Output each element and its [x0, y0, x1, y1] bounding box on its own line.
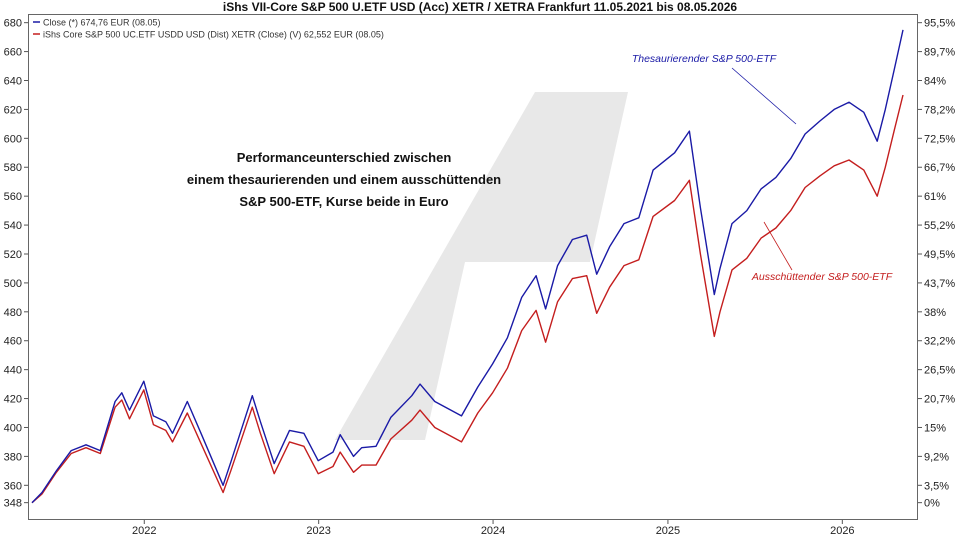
- left-tick-label: 560: [4, 191, 22, 203]
- legend: Close (*) 674,76 EUR (08.05) iShs Core S&…: [33, 18, 384, 40]
- dist-series-line: [31, 94, 904, 504]
- acc-series-label: Thesaurierender S&P 500-ETF: [632, 53, 777, 65]
- annotations: Performanceunterschied zwischen einem the…: [187, 53, 893, 283]
- legend-entry: Close (*) 674,76 EUR (08.05): [43, 18, 161, 28]
- left-tick-label: 520: [4, 249, 22, 261]
- left-tick-label: 640: [4, 76, 22, 88]
- annotation-text: Performanceunterschied zwischen: [237, 150, 452, 165]
- acc-label-pointer: [731, 67, 797, 125]
- right-tick-label: 95,5%: [924, 18, 955, 30]
- watermark-logo: [335, 92, 628, 440]
- left-tick-label: 360: [4, 480, 22, 492]
- right-tick-label: 3,5%: [924, 480, 949, 492]
- right-tick-label: 0%: [924, 498, 940, 510]
- right-tick-label: 89,7%: [924, 47, 955, 59]
- left-tick-label: 540: [4, 220, 22, 232]
- x-tick-label: 2023: [306, 525, 330, 537]
- right-y-axis: 0% 3,5% 9,2% 15% 20,7% 26,5% 32,2% 38% 43,7% 49,5…: [918, 18, 955, 510]
- left-y-axis: 348 360 380 400 420 440 460 480 500 520 540 560 580 6…: [4, 18, 28, 510]
- right-tick-label: 84%: [924, 76, 946, 88]
- right-tick-label: 15%: [924, 422, 946, 434]
- right-tick-label: 32,2%: [924, 336, 955, 348]
- right-tick-label: 26,5%: [924, 365, 955, 377]
- left-tick-label: 680: [4, 18, 22, 30]
- right-tick-label: 9,2%: [924, 451, 949, 463]
- right-tick-label: 43,7%: [924, 278, 955, 290]
- right-tick-label: 61%: [924, 191, 946, 203]
- annotation-text: einem thesaurierenden und einem ausschüt…: [187, 172, 501, 187]
- left-tick-label: 400: [4, 422, 22, 434]
- legend-entry: iShs Core S&P 500 UC.ETF USDD USD (Dist)…: [43, 30, 384, 40]
- x-tick-label: 2025: [656, 525, 680, 537]
- left-tick-label: 580: [4, 162, 22, 174]
- right-tick-label: 66,7%: [924, 162, 955, 174]
- watermark-shape: [335, 92, 628, 440]
- left-tick-label: 620: [4, 104, 22, 116]
- chart-title: iShs VII-Core S&P 500 U.ETF USD (Acc) XE…: [222, 0, 738, 14]
- acc-series-line: [31, 29, 904, 504]
- left-tick-label: 600: [4, 133, 22, 145]
- right-tick-label: 72,5%: [924, 133, 955, 145]
- right-tick-label: 55,2%: [924, 220, 955, 232]
- left-tick-label: 660: [4, 47, 22, 59]
- plot-area-frame: [28, 14, 918, 520]
- left-tick-label: 440: [4, 365, 22, 377]
- dist-label-pointer: [763, 221, 793, 271]
- right-tick-label: 20,7%: [924, 394, 955, 406]
- dist-series-label: Ausschüttender S&P 500-ETF: [751, 271, 893, 283]
- left-tick-label: 348: [4, 498, 22, 510]
- right-tick-label: 38%: [924, 307, 946, 319]
- left-tick-label: 380: [4, 451, 22, 463]
- x-tick-label: 2026: [830, 525, 854, 537]
- annotation-text: S&P 500-ETF, Kurse beide in Euro: [239, 194, 448, 209]
- x-tick-label: 2024: [481, 525, 505, 537]
- left-tick-label: 460: [4, 336, 22, 348]
- right-tick-label: 78,2%: [924, 104, 955, 116]
- right-tick-label: 49,5%: [924, 249, 955, 261]
- left-tick-label: 420: [4, 394, 22, 406]
- left-tick-label: 500: [4, 278, 22, 290]
- series-layer: [31, 29, 904, 504]
- x-tick-label: 2022: [132, 525, 156, 537]
- x-axis: 2022 2023 2024 2025 2026: [132, 520, 855, 537]
- left-tick-label: 480: [4, 307, 22, 319]
